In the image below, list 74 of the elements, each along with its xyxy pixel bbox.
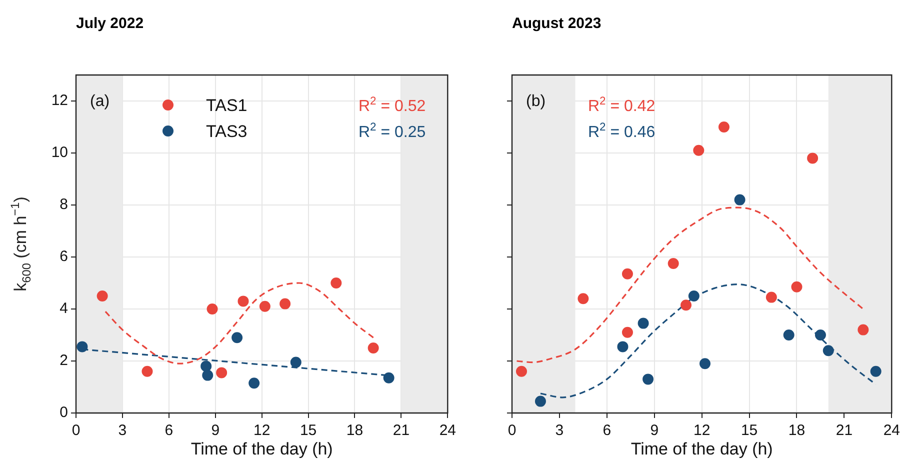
point xyxy=(368,342,379,354)
x-tick-label: 9 xyxy=(650,422,659,440)
y-tick-label: 2 xyxy=(60,352,68,370)
point xyxy=(578,293,589,304)
x-tick-label: 6 xyxy=(602,422,612,440)
x-axis-title: Time of the day (h) xyxy=(630,439,773,458)
point xyxy=(96,290,108,302)
x-tick-label: 12 xyxy=(253,422,270,440)
point xyxy=(202,370,214,381)
point xyxy=(693,144,704,156)
x-tick-label: 21 xyxy=(836,422,853,440)
point xyxy=(766,292,777,303)
point xyxy=(142,366,153,377)
point xyxy=(699,358,710,370)
point xyxy=(232,332,243,344)
y-tick-label: 8 xyxy=(60,196,68,214)
point xyxy=(248,378,260,389)
x-tick-label: 3 xyxy=(118,422,127,440)
point xyxy=(814,330,826,340)
point xyxy=(622,268,633,280)
point xyxy=(200,360,212,372)
point xyxy=(216,367,228,378)
point xyxy=(791,281,802,292)
point xyxy=(534,396,546,407)
point xyxy=(638,318,649,329)
point xyxy=(668,258,679,269)
point xyxy=(383,372,394,384)
point xyxy=(516,366,527,377)
point xyxy=(622,326,633,338)
point xyxy=(76,341,88,352)
point xyxy=(330,278,342,288)
chart-title: August 2023 xyxy=(512,15,602,32)
chart-title: July 2022 xyxy=(76,15,144,32)
point xyxy=(290,356,302,368)
x-tick-label: 0 xyxy=(508,422,516,440)
y-axis-title: k600 (cm h−1) xyxy=(8,196,34,292)
point xyxy=(807,152,818,164)
point xyxy=(688,290,700,302)
point xyxy=(206,304,218,314)
point xyxy=(822,345,834,356)
legend-label: TAS3 xyxy=(206,122,248,141)
annotation: (b) xyxy=(526,93,546,110)
point xyxy=(280,298,291,310)
point xyxy=(617,341,628,352)
annotation: (a) xyxy=(90,93,110,110)
y-tick-label: 0 xyxy=(60,404,68,422)
x-tick-label: 15 xyxy=(740,422,758,440)
x-tick-label: 6 xyxy=(164,422,174,440)
x-tick-label: 12 xyxy=(693,422,710,440)
x-tick-label: 15 xyxy=(300,422,317,440)
point xyxy=(642,374,654,385)
point xyxy=(680,300,692,311)
x-tick-label: 24 xyxy=(883,422,900,440)
point xyxy=(259,300,270,312)
y-tick-label: 10 xyxy=(51,144,68,162)
point xyxy=(783,330,794,340)
point xyxy=(870,366,882,377)
point xyxy=(718,122,730,132)
y-tick-label: 6 xyxy=(60,248,68,266)
x-tick-label: 18 xyxy=(346,422,364,440)
y-tick-label: 12 xyxy=(51,92,68,110)
x-tick-label: 0 xyxy=(72,422,80,440)
x-tick-label: 9 xyxy=(211,422,220,440)
point xyxy=(858,324,869,336)
line-series xyxy=(104,282,374,364)
x-tick-label: 3 xyxy=(555,422,564,440)
x-tick-label: 24 xyxy=(439,422,456,440)
y-tick-label: 4 xyxy=(60,300,68,318)
x-tick-label: 21 xyxy=(392,422,410,440)
x-tick-label: 18 xyxy=(788,422,806,440)
point xyxy=(734,194,746,206)
point xyxy=(238,296,249,307)
legend-label: TAS1 xyxy=(206,96,248,115)
x-axis-title: Time of the day (h) xyxy=(190,439,333,458)
